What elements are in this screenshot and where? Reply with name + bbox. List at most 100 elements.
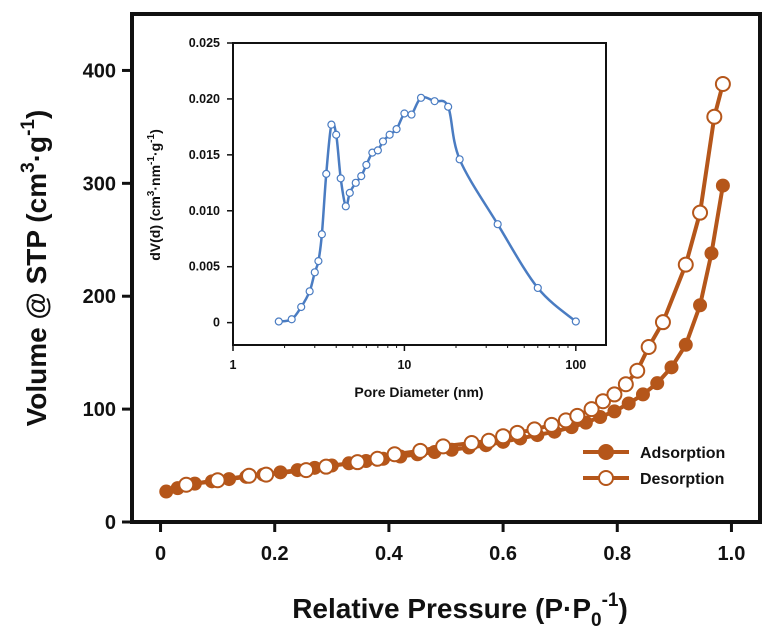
- y-axis-title: Volume @ STP (cm3·g-1): [18, 110, 52, 427]
- main-point-desorption: [435, 438, 452, 455]
- main-y-tick-label: 400: [83, 60, 116, 82]
- inset-x-axis: 1 10 100: [230, 345, 586, 372]
- inset-point: [416, 93, 426, 102]
- main-point-desorption: [318, 458, 335, 475]
- main-point-desorption: [714, 75, 731, 92]
- main-point-desorption: [495, 428, 512, 445]
- main-point-desorption: [617, 376, 634, 393]
- inset-point: [332, 130, 341, 139]
- legend-marker-desorption: [598, 470, 614, 486]
- inset-point: [378, 137, 388, 146]
- main-y-tick-label: 200: [83, 286, 116, 308]
- inset-point: [287, 315, 296, 324]
- inset-y-tick-label: 0.025: [189, 36, 220, 50]
- main-point-desorption: [629, 362, 646, 379]
- main-point-adsorption: [621, 396, 636, 411]
- main-point-desorption: [640, 339, 657, 356]
- legend-marker-adsorption: [598, 444, 614, 460]
- main-point-adsorption: [607, 404, 622, 419]
- inset-y-title-sup1: 3: [146, 190, 157, 196]
- inset-point: [345, 188, 354, 197]
- inset-y-axis: 0 0.005 0.010 0.015 0.020 0.025: [189, 36, 233, 330]
- main-point-desorption: [463, 434, 480, 451]
- main-point-adsorption: [715, 178, 730, 193]
- main-x-axis: 0 0.2 0.4 0.6 0.8 1.0: [155, 522, 745, 565]
- main-point-adsorption: [664, 360, 679, 375]
- main-x-tick-label: 0: [155, 543, 166, 565]
- inset-point: [444, 102, 453, 111]
- inset-point: [322, 169, 331, 178]
- inset-y-title-mid: ·nm: [147, 165, 163, 191]
- inset-y-title-sup2: -1: [146, 156, 157, 165]
- inset-y-axis-title: dV(d) (cm3·nm-1·g-1): [146, 129, 163, 261]
- main-point-desorption: [386, 446, 403, 463]
- main-point-desorption: [606, 386, 623, 403]
- main-point-desorption: [543, 416, 560, 433]
- inset-x-tick-label: 1: [230, 358, 237, 372]
- inset-point: [336, 174, 345, 183]
- main-point-desorption: [178, 476, 195, 493]
- main-x-tick-label: 0.8: [603, 543, 631, 565]
- main-point-adsorption: [159, 484, 174, 499]
- inset-point: [533, 283, 542, 293]
- inset-y-title-end: ): [147, 129, 163, 134]
- inset-point: [430, 97, 439, 106]
- inset-point: [297, 302, 306, 312]
- inset-y-tick-label: 0.005: [189, 260, 220, 274]
- inset-point: [305, 287, 314, 296]
- main-point-desorption: [349, 454, 366, 471]
- main-point-desorption: [298, 462, 315, 479]
- main-point-desorption: [654, 314, 671, 331]
- main-point-desorption: [412, 442, 429, 459]
- main-x-tick-label: 0.6: [489, 543, 517, 565]
- main-point-desorption: [706, 108, 723, 125]
- main-x-tick-label: 1.0: [718, 543, 746, 565]
- x-axis-title: Relative Pressure (P·P0-1): [292, 590, 628, 631]
- main-point-adsorption: [678, 337, 693, 352]
- x-axis-title-end: ): [618, 593, 627, 624]
- main-point-adsorption: [693, 298, 708, 313]
- inset-point: [274, 317, 283, 326]
- main-point-desorption: [569, 407, 586, 424]
- inset-y-tick-label: 0.020: [189, 92, 220, 106]
- inset-point: [407, 110, 416, 119]
- inset-series-group: [274, 93, 580, 326]
- main-point-desorption: [595, 393, 611, 410]
- y-axis-title-sup1: 3: [18, 162, 39, 173]
- inset-point: [310, 268, 319, 277]
- main-point-desorption: [258, 466, 275, 483]
- main-point-adsorption: [635, 387, 650, 402]
- main-point-desorption: [369, 450, 386, 467]
- inset-y-title-sup3: -1: [146, 133, 157, 142]
- inset-y-tick-label: 0.010: [189, 204, 220, 218]
- inset-y-tick-label: 0: [213, 316, 220, 330]
- main-y-tick-label: 300: [83, 173, 116, 195]
- y-axis-title-sup2: -1: [18, 119, 39, 136]
- main-x-tick-label: 0.4: [375, 543, 404, 565]
- main-y-tick-label: 0: [105, 512, 116, 534]
- inset-chart: 0 0.005 0.010 0.015 0.020 0.025 1 10 100 Pore D…: [146, 36, 607, 400]
- inset-point: [314, 257, 323, 266]
- inset-y-title-mid2: ·g: [147, 143, 163, 156]
- inset-point: [571, 317, 580, 326]
- inset-x-axis-title: Pore Diameter (nm): [354, 384, 483, 400]
- y-axis-title-mid: ·g: [21, 136, 52, 162]
- main-y-tick-label: 100: [83, 399, 116, 421]
- legend: Adsorption Desorption: [583, 444, 725, 488]
- inset-point: [392, 125, 401, 134]
- inset-x-tick-label: 100: [565, 358, 586, 372]
- main-point-desorption: [677, 256, 694, 273]
- inset-point: [455, 155, 464, 164]
- main-point-desorption: [480, 432, 497, 449]
- inset-point: [341, 202, 350, 211]
- inset-point: [493, 220, 502, 229]
- main-x-tick-label: 0.2: [261, 543, 289, 565]
- main-y-axis: 0 100 200 300 400: [83, 60, 132, 534]
- inset-point: [400, 109, 409, 118]
- inset-point: [385, 130, 394, 139]
- main-point-desorption: [509, 424, 526, 441]
- main-point-desorption: [241, 467, 258, 484]
- inset-point: [357, 172, 366, 181]
- main-point-adsorption: [273, 465, 288, 480]
- main-series-group: [159, 75, 731, 499]
